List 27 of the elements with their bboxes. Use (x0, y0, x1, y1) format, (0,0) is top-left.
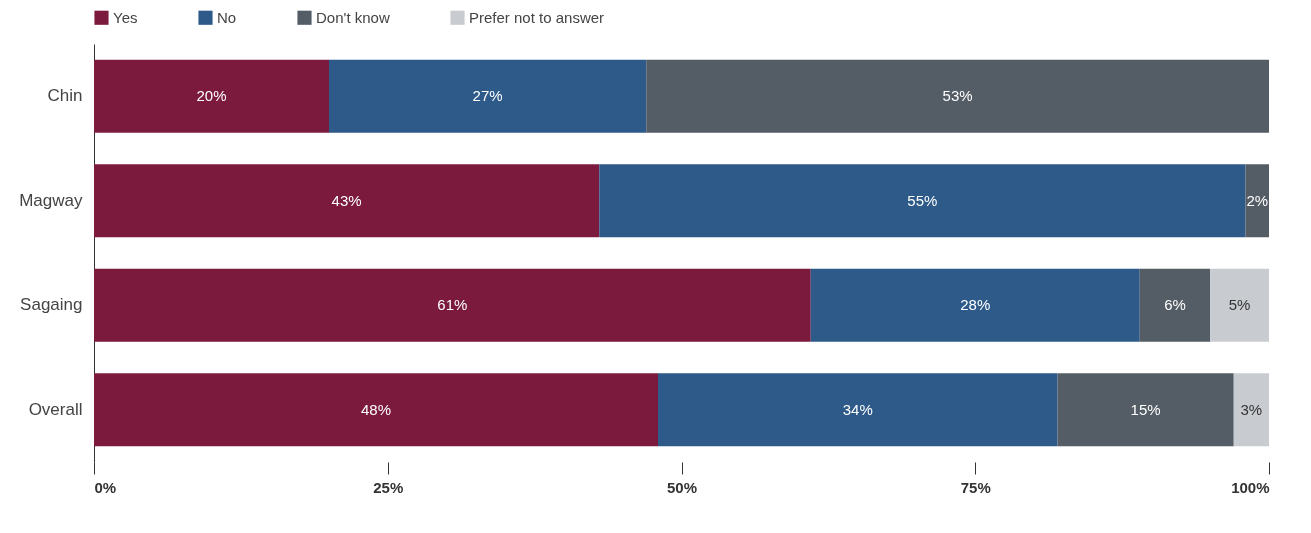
legend-label: No (217, 8, 237, 26)
legend-label: Yes (113, 8, 138, 26)
data-label: 53% (942, 87, 973, 105)
data-label: 28% (960, 296, 991, 314)
data-label: 5% (1228, 296, 1251, 314)
y-tick-label: Overall (28, 399, 83, 419)
x-tick-label: 100% (1231, 478, 1270, 496)
legend-label: Don't know (316, 8, 390, 26)
data-label: 55% (907, 191, 938, 209)
y-tick-label: Magway (19, 190, 83, 210)
data-label: 27% (472, 87, 503, 105)
y-tick-label: Sagaing (20, 295, 83, 315)
data-label: 2% (1246, 191, 1269, 209)
data-label: 43% (331, 191, 362, 209)
data-label: 15% (1130, 400, 1161, 418)
x-tick-label: 75% (960, 478, 991, 496)
data-label: 3% (1240, 400, 1263, 418)
data-label: 20% (196, 87, 227, 105)
data-label: 48% (360, 400, 392, 418)
y-tick-label: Chin (47, 86, 83, 106)
x-tick-label: 25% (373, 478, 404, 496)
data-label: 6% (1164, 296, 1186, 314)
x-tick-label: 0% (94, 478, 117, 496)
data-label: 61% (437, 296, 468, 314)
data-label: 34% (842, 400, 873, 418)
legend-label: Prefer not to answer (469, 8, 605, 26)
x-tick-label: 50% (666, 478, 698, 496)
